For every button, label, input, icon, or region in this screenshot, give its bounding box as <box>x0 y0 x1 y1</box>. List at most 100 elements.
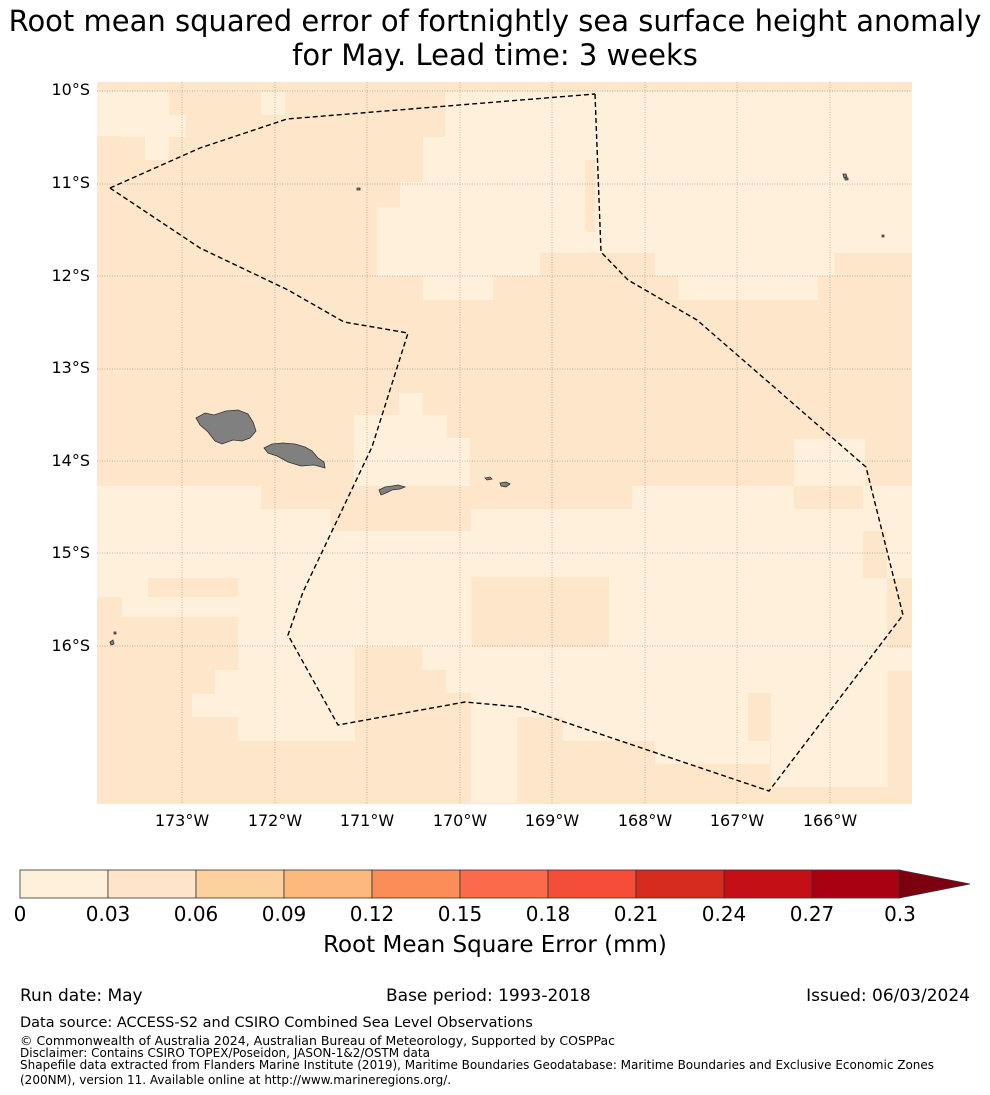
lon-label-166w: 166°W <box>802 811 858 830</box>
rmse-cell-low <box>261 92 285 115</box>
rmse-cell-low <box>145 486 261 509</box>
colorbar-segment <box>283 869 373 899</box>
shapefile-credit-line1: Shapefile data extracted from Flanders M… <box>20 1058 935 1072</box>
map-title-line1: Root mean squared error of fortnightly s… <box>8 4 982 38</box>
rmse-cell-low <box>563 717 748 741</box>
rmse-cell-low <box>145 115 169 160</box>
colorbar-tick-label: 0.03 <box>85 902 131 926</box>
colorbar-segment <box>635 869 725 899</box>
colorbar-segment <box>195 869 285 899</box>
colorbar-extend-arrow <box>898 869 971 899</box>
map-title-line2: for May. Lead time: 3 weeks <box>292 38 698 72</box>
colorbar-segment <box>107 869 197 899</box>
rmse-map <box>97 82 912 804</box>
rmse-cell-low <box>445 92 595 137</box>
lon-label-169w: 169°W <box>524 811 580 830</box>
samoa-islands <box>109 173 885 646</box>
graticule-grid <box>97 82 912 804</box>
small-island-d <box>881 234 885 238</box>
rmse-cell-low <box>887 531 912 578</box>
lat-label-11s: 11°S <box>51 173 90 192</box>
colorbar-tick-label: 0.21 <box>613 902 659 926</box>
rmse-cell-low <box>354 438 470 486</box>
rmse-cell-low <box>377 207 585 230</box>
colorbar-tick-label: 0.06 <box>173 902 219 926</box>
eez-boundary-samoa <box>109 93 596 189</box>
eez-boundary-west <box>109 187 409 334</box>
lat-label-15s: 15°S <box>51 543 90 562</box>
rmse-cell-low <box>238 647 355 694</box>
lon-label-172w: 172°W <box>247 811 303 830</box>
rmse-cell-low <box>771 693 888 787</box>
eez-boundary-american-samoa <box>287 93 904 792</box>
rmse-cell-low <box>517 693 748 717</box>
colorbar-segment <box>459 869 549 899</box>
rmse-cell-low <box>192 694 238 717</box>
rmse-cell-low <box>655 253 835 276</box>
eez-boundaries <box>109 93 904 792</box>
colorbar-segment <box>547 869 637 899</box>
ofu-olosega-island <box>484 476 493 481</box>
rmse-cell-low <box>585 531 609 577</box>
small-island-c <box>844 177 849 181</box>
issued-date: Issued: 06/03/2024 <box>806 986 970 1006</box>
tau-island <box>499 481 511 488</box>
rmse-cell-low <box>400 182 585 207</box>
shapefile-credit-line2: (200NM), version 11. Available online at… <box>20 1073 452 1087</box>
colorbar-segment <box>371 869 461 899</box>
upolu-island <box>263 442 326 469</box>
lon-label-170w: 170°W <box>432 811 488 830</box>
colorbar-tick-label: 0 <box>13 902 27 926</box>
rmse-cell-low <box>595 92 912 253</box>
rmse-cell-low <box>97 92 122 136</box>
rmse-cell-low <box>422 647 446 670</box>
rmse-cell-low <box>331 694 355 741</box>
small-island-f <box>113 631 117 635</box>
rmse-cell-low <box>609 578 887 648</box>
rmse-cell-low <box>471 554 585 577</box>
copyright-notice: © Commonwealth of Australia 2024, Austra… <box>20 1033 615 1048</box>
rmse-cell-low <box>678 276 818 300</box>
rmse-cell-low <box>446 647 888 693</box>
disclaimer: Disclaimer: Contains CSIRO TOPEX/Poseido… <box>20 1046 430 1060</box>
colorbar-tick-label: 0.3 <box>884 902 916 926</box>
rmse-cell-mid <box>748 693 771 740</box>
rmse-cell-low <box>97 578 148 597</box>
rmse-cell-low <box>97 509 284 531</box>
rmse-cell-low <box>377 253 540 276</box>
rmse-cell-low <box>284 509 331 531</box>
small-island-e <box>109 639 115 646</box>
rmse-cell-low <box>97 486 145 509</box>
lon-label-167w: 167°W <box>709 811 765 830</box>
rmse-cell-low <box>122 597 238 617</box>
colorbar-label: Root Mean Square Error (mm) <box>323 932 667 958</box>
lon-label-171w: 171°W <box>339 811 395 830</box>
small-island-b <box>842 173 848 179</box>
rmse-cell-low <box>215 670 239 694</box>
rmse-field <box>97 82 912 804</box>
rmse-cell-low <box>471 693 517 803</box>
lat-label-16s: 16°S <box>51 636 90 655</box>
lat-label-10s: 10°S <box>51 80 90 99</box>
colorbar-tick-label: 0.24 <box>701 902 747 926</box>
rmse-cell-low <box>97 531 362 578</box>
colorbar-tick-label: 0.09 <box>261 902 307 926</box>
lat-label-12s: 12°S <box>51 266 90 285</box>
rmse-cell-low <box>888 648 912 671</box>
colorbar-tick-label: 0.12 <box>349 902 395 926</box>
colorbar-tick-label: 0.15 <box>437 902 483 926</box>
colorbar-tick-label: 0.27 <box>789 902 835 926</box>
data-source: Data source: ACCESS-S2 and CSIRO Combine… <box>20 1015 533 1031</box>
lat-label-14s: 14°S <box>51 451 90 470</box>
tutuila-island <box>378 484 407 496</box>
rmse-cell-low <box>238 578 472 647</box>
rmse-cell-low <box>331 531 471 578</box>
lon-label-168w: 168°W <box>617 811 673 830</box>
rmse-cell-low <box>238 694 331 741</box>
colorbar-segment <box>811 869 901 899</box>
rmse-cell-low <box>122 92 169 115</box>
colorbar <box>19 869 971 899</box>
small-island-a <box>356 187 361 191</box>
rmse-cell-low <box>399 393 423 415</box>
base-period: Base period: 1993-2018 <box>386 986 591 1006</box>
